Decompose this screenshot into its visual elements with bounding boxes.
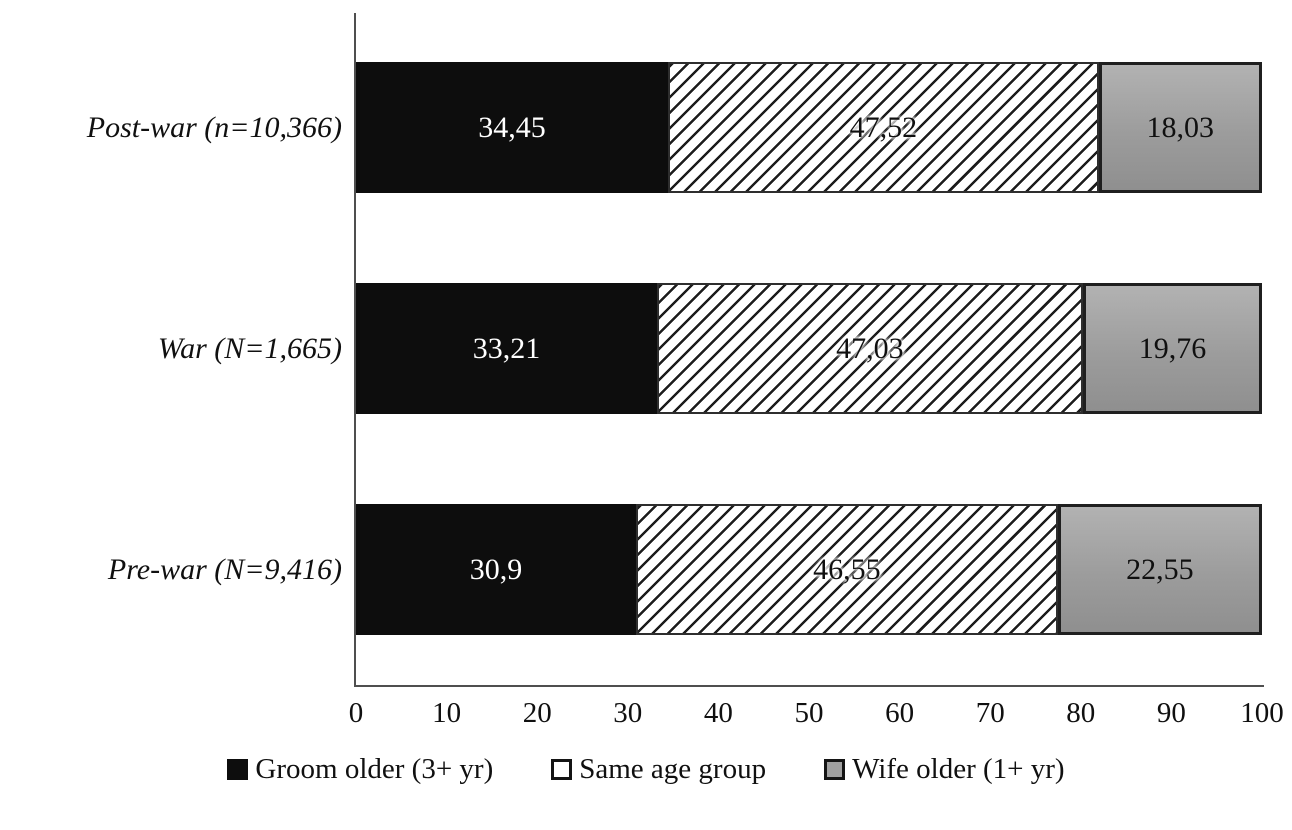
category-label: Post-war (n=10,366): [86, 110, 342, 144]
legend-label-groom-older: Groom older (3+ yr): [255, 753, 494, 785]
legend-swatch-wife-older: [824, 759, 846, 780]
legend-swatch-same-age-group: [551, 759, 573, 780]
bar-segment-same-age-group: 47,52: [668, 62, 1099, 193]
legend-item-same-age-group: Same age group: [551, 753, 766, 786]
legend-swatch-groom-older: [227, 759, 249, 780]
bar-segment-wife-older: 18,03: [1098, 62, 1262, 193]
x-axis-line: [354, 685, 1264, 687]
bar-row: 30,9 46,55 22,55: [356, 504, 1262, 635]
x-axis-ticks: 0 10 20 30 40 50 60 70 80 90 100: [349, 697, 1284, 737]
x-tick-label: 70: [975, 697, 1005, 729]
legend-label-wife-older: Wife older (1+ yr): [852, 753, 1065, 785]
plot-area: 34,45 47,52 18,03 33,21 47,03 19,76 30,9 46,55 2…: [356, 0, 1262, 686]
bar-segment-wife-older: 22,55: [1057, 504, 1262, 635]
bar-segment-same-age-group: 47,03: [656, 283, 1083, 414]
chart-legend: Groom older (3+ yr) Same age group Wife ol…: [0, 753, 1292, 786]
bar-segment-wife-older: 19,76: [1082, 283, 1262, 414]
x-tick-label: 50: [794, 697, 824, 729]
x-tick-label: 0: [348, 697, 364, 729]
x-tick-label: 100: [1240, 697, 1284, 729]
y-axis-line: [354, 13, 356, 687]
legend-item-wife-older: Wife older (1+ yr): [824, 753, 1065, 786]
bar-segment-same-age-group: 46,55: [635, 504, 1058, 635]
x-tick-label: 10: [432, 697, 462, 729]
legend-item-groom-older: Groom older (3+ yr): [227, 753, 493, 786]
x-tick-label: 60: [885, 697, 915, 729]
x-tick-label: 90: [1156, 697, 1186, 729]
bar-segment-groom-older: 30,9: [356, 504, 636, 635]
bar-segment-groom-older: 33,21: [356, 283, 657, 414]
x-tick-label: 80: [1066, 697, 1096, 729]
x-tick-label: 30: [613, 697, 643, 729]
category-label: War (N=1,665): [157, 331, 342, 365]
bar-row: 34,45 47,52 18,03: [356, 62, 1262, 193]
x-tick-label: 20: [522, 697, 552, 729]
bar-segment-groom-older: 34,45: [356, 62, 669, 193]
category-label: Pre-war (N=9,416): [107, 552, 342, 586]
x-tick-label: 40: [703, 697, 733, 729]
bar-row: 33,21 47,03 19,76: [356, 283, 1262, 414]
legend-label-same-age-group: Same age group: [579, 753, 767, 785]
